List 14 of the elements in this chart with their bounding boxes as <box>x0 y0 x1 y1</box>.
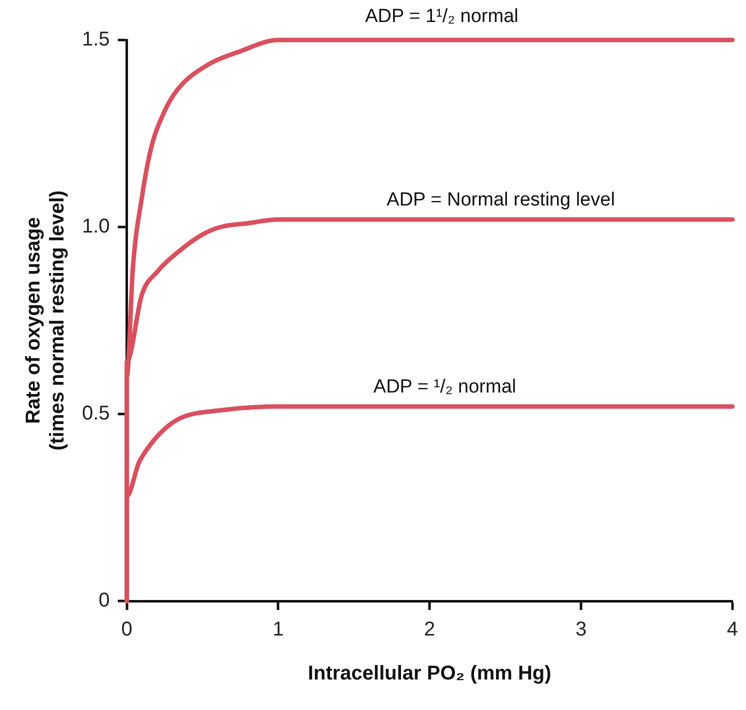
x-tick-label: 1 <box>272 618 284 641</box>
y-axis-title: Rate of oxygen usage (times normal resting level) <box>22 190 69 451</box>
y-tick-label: 1.5 <box>82 28 110 51</box>
x-tick-label: 3 <box>575 618 587 641</box>
x-tick-label: 2 <box>424 618 436 641</box>
y-tick-label: 0.5 <box>82 402 110 425</box>
x-tick-label: 0 <box>121 618 132 641</box>
annotation: ADP = ¹/₂ normal <box>373 376 516 398</box>
y-tick-label: 0 <box>98 590 110 612</box>
y-tick-label: 1.0 <box>82 216 110 238</box>
x-tick-label: 4 <box>726 618 738 641</box>
x-axis-title: Intracellular PO₂ (mm Hg) <box>308 662 552 685</box>
annotation: ADP = Normal resting level <box>386 189 615 210</box>
annotation: ADP = 1¹/₂ normal <box>365 6 518 27</box>
